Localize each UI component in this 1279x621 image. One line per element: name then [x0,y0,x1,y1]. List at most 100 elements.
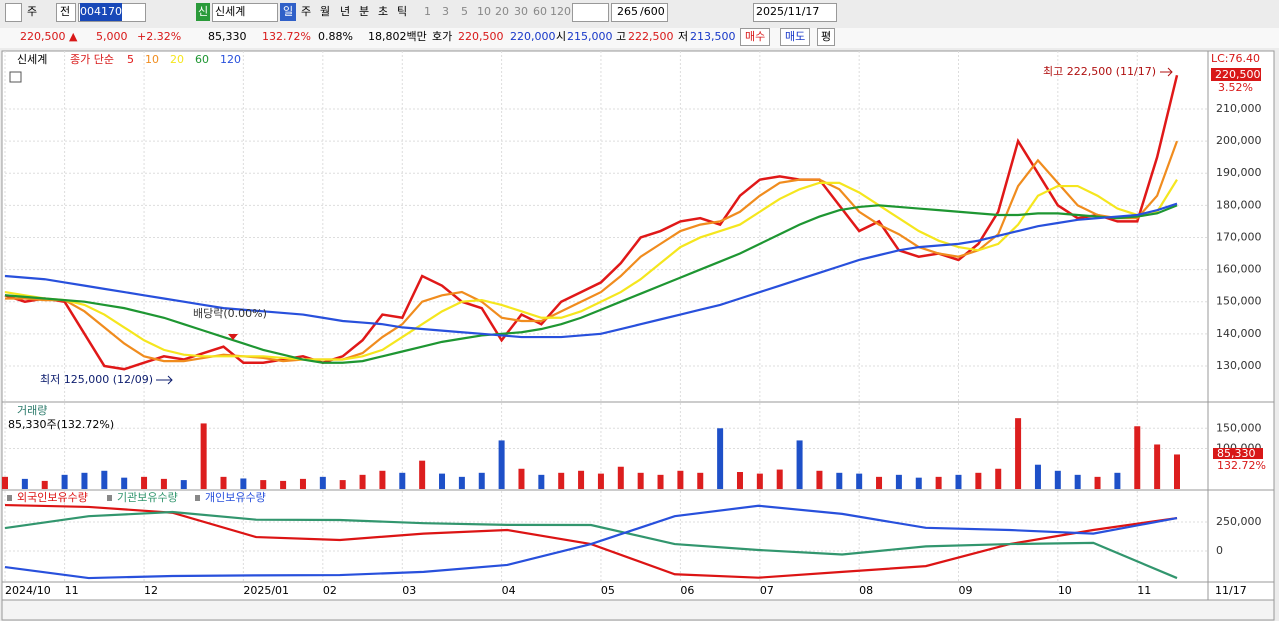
volume-bar [776,469,783,489]
period-btn[interactable]: 초 [378,5,389,18]
volume-bar [160,478,167,489]
count-input[interactable] [611,3,668,22]
series-line [4,204,1178,364]
volume-bar [756,473,763,489]
arrow [1160,67,1173,77]
stock-name: 신세계 [215,5,246,18]
volume-bar [955,474,962,489]
y-tick-label: 150,000 [1216,295,1262,308]
toolbar-btn[interactable]: 전 [60,5,71,18]
interval-btn[interactable]: 30 [514,5,528,18]
series-line [5,140,1179,363]
volume-pct: 132.72% [262,30,311,43]
legend-item: 기관보유수량 [117,491,178,504]
y-tick-label: 0 [1216,544,1223,557]
series-line [4,179,1178,361]
volume-bar [21,478,28,489]
label: 시 [556,30,567,43]
volume-bar [439,473,446,489]
label: 호가 [432,30,453,43]
volume-bar [121,477,128,489]
period-btn[interactable]: 일 [280,3,297,21]
open: 215,000 [567,30,613,43]
interval-btn[interactable]: 20 [495,5,509,18]
volume-bar [558,472,565,489]
volume-bar [697,472,704,489]
amount: 18,802백만 [368,30,427,43]
x-tick-label: 08 [859,584,873,597]
toolbar: 주 전 004170 신 신세계 일 주 월 년 분 초 틱 1 3 5 10 … [0,3,1279,25]
volume-bar [299,478,306,489]
legend-item: 20 [170,53,184,66]
legend-item: 60 [195,53,209,66]
count-max: /600 [640,5,665,18]
period-btn[interactable]: 틱 [397,5,408,18]
legend-item: 외국인보유수량 [17,491,88,504]
annotation-dividend: 배당락(0.00%) [193,307,267,320]
x-tick-label: 11 [1137,584,1151,597]
interval-btn[interactable]: 5 [461,5,468,18]
legend-swatch [195,495,200,501]
volume-bar [617,466,624,489]
period-btn[interactable]: 분 [359,5,370,18]
marker [228,334,238,340]
label: 고 [616,30,627,43]
icon-btn[interactable] [5,3,22,22]
code-input-text[interactable]: 004170 [80,3,122,21]
toolbar-btn[interactable] [56,3,76,22]
y-tick-label: 210,000 [1216,102,1262,115]
change-label: 3.52% [1218,81,1253,94]
volume-bar [1074,474,1081,489]
y-tick-label: 190,000 [1216,166,1262,179]
volume-bar [379,470,386,489]
date: 2025/11/17 [756,5,820,18]
interval-btn[interactable]: 10 [477,5,491,18]
volume-bar [1054,470,1061,489]
legend-swatch [7,495,12,501]
interval-btn[interactable]: 120 [550,5,571,18]
volume-bar [280,480,287,489]
volume-bar [200,423,207,489]
avg-btn[interactable]: 평 [817,28,836,46]
x-last-date: 11/17 [1215,584,1247,597]
y-tick-label: 250,000 [1216,515,1262,528]
interval-btn[interactable]: 60 [533,5,547,18]
volume-bar [1134,426,1141,489]
dropdown[interactable] [572,3,609,22]
scrollbar[interactable] [1,599,1275,621]
volume-bar [180,480,187,489]
period-btn[interactable]: 년 [340,5,351,18]
volume-bar [399,472,406,489]
interval-btn[interactable]: 1 [424,5,431,18]
x-tick-label: 11 [65,584,79,597]
volume-bar [61,474,68,489]
x-tick-label: 05 [601,584,615,597]
x-tick-label: 04 [502,584,516,597]
toolbar-btn[interactable]: 주 [27,5,38,18]
series-line [4,504,1178,580]
sell-btn[interactable]: 매도 [780,28,811,46]
volume-bar [1015,418,1022,489]
volume-bar [736,472,743,489]
volume-bar [260,480,267,489]
last-price-box [1211,68,1261,81]
label: 저 [678,30,689,43]
volume-bar [717,428,724,489]
date-input[interactable] [753,3,837,22]
volume-bar [538,474,545,489]
name-input[interactable] [212,3,278,22]
interval-btn[interactable]: 3 [442,5,449,18]
period-btn[interactable]: 주 [301,5,312,18]
series-line [4,202,1178,339]
high: 222,500 [628,30,674,43]
volume-bar [1174,454,1180,489]
buy-btn[interactable]: 매수 [740,28,771,46]
volume-bar [816,470,823,489]
volume-bar [657,474,664,489]
period-btn[interactable]: 월 [320,5,331,18]
legend-prefix: 종가 단순 [70,53,114,66]
y-tick-label: 130,000 [1216,359,1262,372]
volume-bar [141,476,148,489]
grid-icon[interactable] [9,71,22,83]
